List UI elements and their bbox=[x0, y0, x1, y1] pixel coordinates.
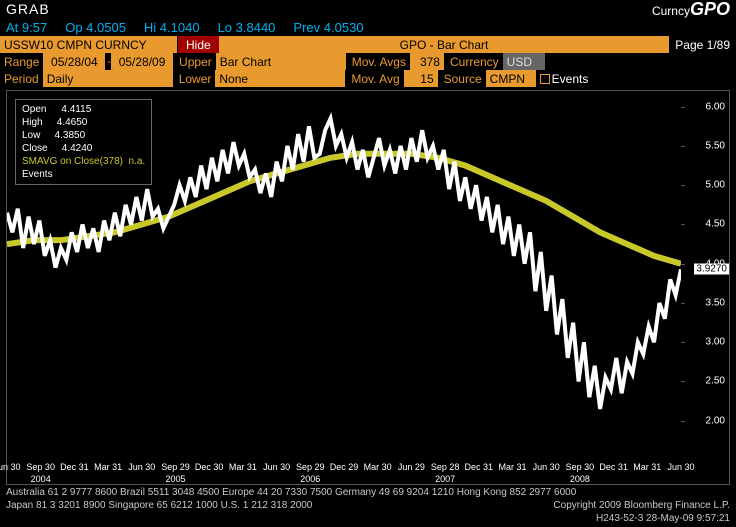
y-axis: 2.002.503.003.504.004.505.005.506.003.92… bbox=[681, 91, 729, 460]
quote-high: Hi 4.1040 bbox=[144, 20, 200, 34]
quote-at: At 9:57 bbox=[6, 20, 47, 34]
date-to-field[interactable]: 05/28/09 bbox=[111, 53, 173, 70]
controls-row-2: Period Daily Lower None Mov. Avg 15 Sour… bbox=[0, 70, 736, 87]
lower-label: Lower bbox=[175, 70, 216, 87]
upper-label: Upper bbox=[175, 53, 216, 70]
footer-line-3: H243-52-3 28-May-09 9:57:21 bbox=[6, 512, 730, 525]
footer: Australia 61 2 9777 8600 Brazil 5511 304… bbox=[6, 486, 730, 525]
movavg-label: Mov. Avg bbox=[347, 70, 403, 87]
source-label: Source bbox=[440, 70, 486, 87]
legend-box: Open 4.4115 High 4.4650 Low 4.3850 Close… bbox=[15, 99, 152, 185]
footer-line-1: Australia 61 2 9777 8600 Brazil 5511 304… bbox=[6, 486, 730, 499]
x-axis: Jun 30Sep 30Dec 31Mar 31Jun 30Sep 29Dec … bbox=[7, 460, 681, 484]
hide-button[interactable]: Hide bbox=[178, 36, 219, 53]
function-title: CurncyGPO bbox=[652, 0, 730, 20]
footer-line-2: Japan 81 3 3201 8900 Singapore 65 6212 1… bbox=[6, 499, 730, 512]
quote-row: At 9:57 Op 4.0505 Hi 4.1040 Lo 3.8440 Pr… bbox=[0, 18, 736, 36]
movavgs-label: Mov. Avgs bbox=[348, 53, 410, 70]
lower-field[interactable]: None bbox=[215, 70, 345, 87]
events-checkbox[interactable]: Events bbox=[538, 70, 589, 87]
quote-open: Op 4.0505 bbox=[65, 20, 126, 34]
range-label: Range bbox=[0, 53, 43, 70]
page-indicator: Page 1/89 bbox=[669, 36, 736, 53]
chart-plot-area[interactable]: Open 4.4115 High 4.4650 Low 4.3850 Close… bbox=[7, 91, 681, 460]
movavg-field[interactable]: 15 bbox=[404, 70, 438, 87]
grab-label: GRAB bbox=[6, 1, 50, 17]
chart-frame: Open 4.4115 High 4.4650 Low 4.3850 Close… bbox=[6, 90, 730, 485]
period-label: Period bbox=[0, 70, 43, 87]
title-bar: GRAB CurncyGPO bbox=[0, 0, 736, 18]
quote-low: Lo 3.8440 bbox=[218, 20, 276, 34]
chart-title: GPO - Bar Chart bbox=[219, 36, 670, 53]
period-field[interactable]: Daily bbox=[43, 70, 173, 87]
date-from-field[interactable]: 05/28/04 bbox=[43, 53, 105, 70]
currency-field[interactable]: USD bbox=[503, 53, 545, 70]
quote-prev: Prev 4.0530 bbox=[293, 20, 363, 34]
movavgs-field[interactable]: 378 bbox=[410, 53, 444, 70]
source-field[interactable]: CMPN bbox=[486, 70, 536, 87]
security-bar: USSW10 CMPN CURNCY Hide GPO - Bar Chart … bbox=[0, 36, 736, 53]
security-field[interactable]: USSW10 CMPN CURNCY bbox=[0, 36, 178, 53]
controls-row-1: Range 05/28/04 - 05/28/09 Upper Bar Char… bbox=[0, 53, 736, 70]
upper-field[interactable]: Bar Chart bbox=[216, 53, 346, 70]
currency-label: Currency bbox=[446, 53, 503, 70]
